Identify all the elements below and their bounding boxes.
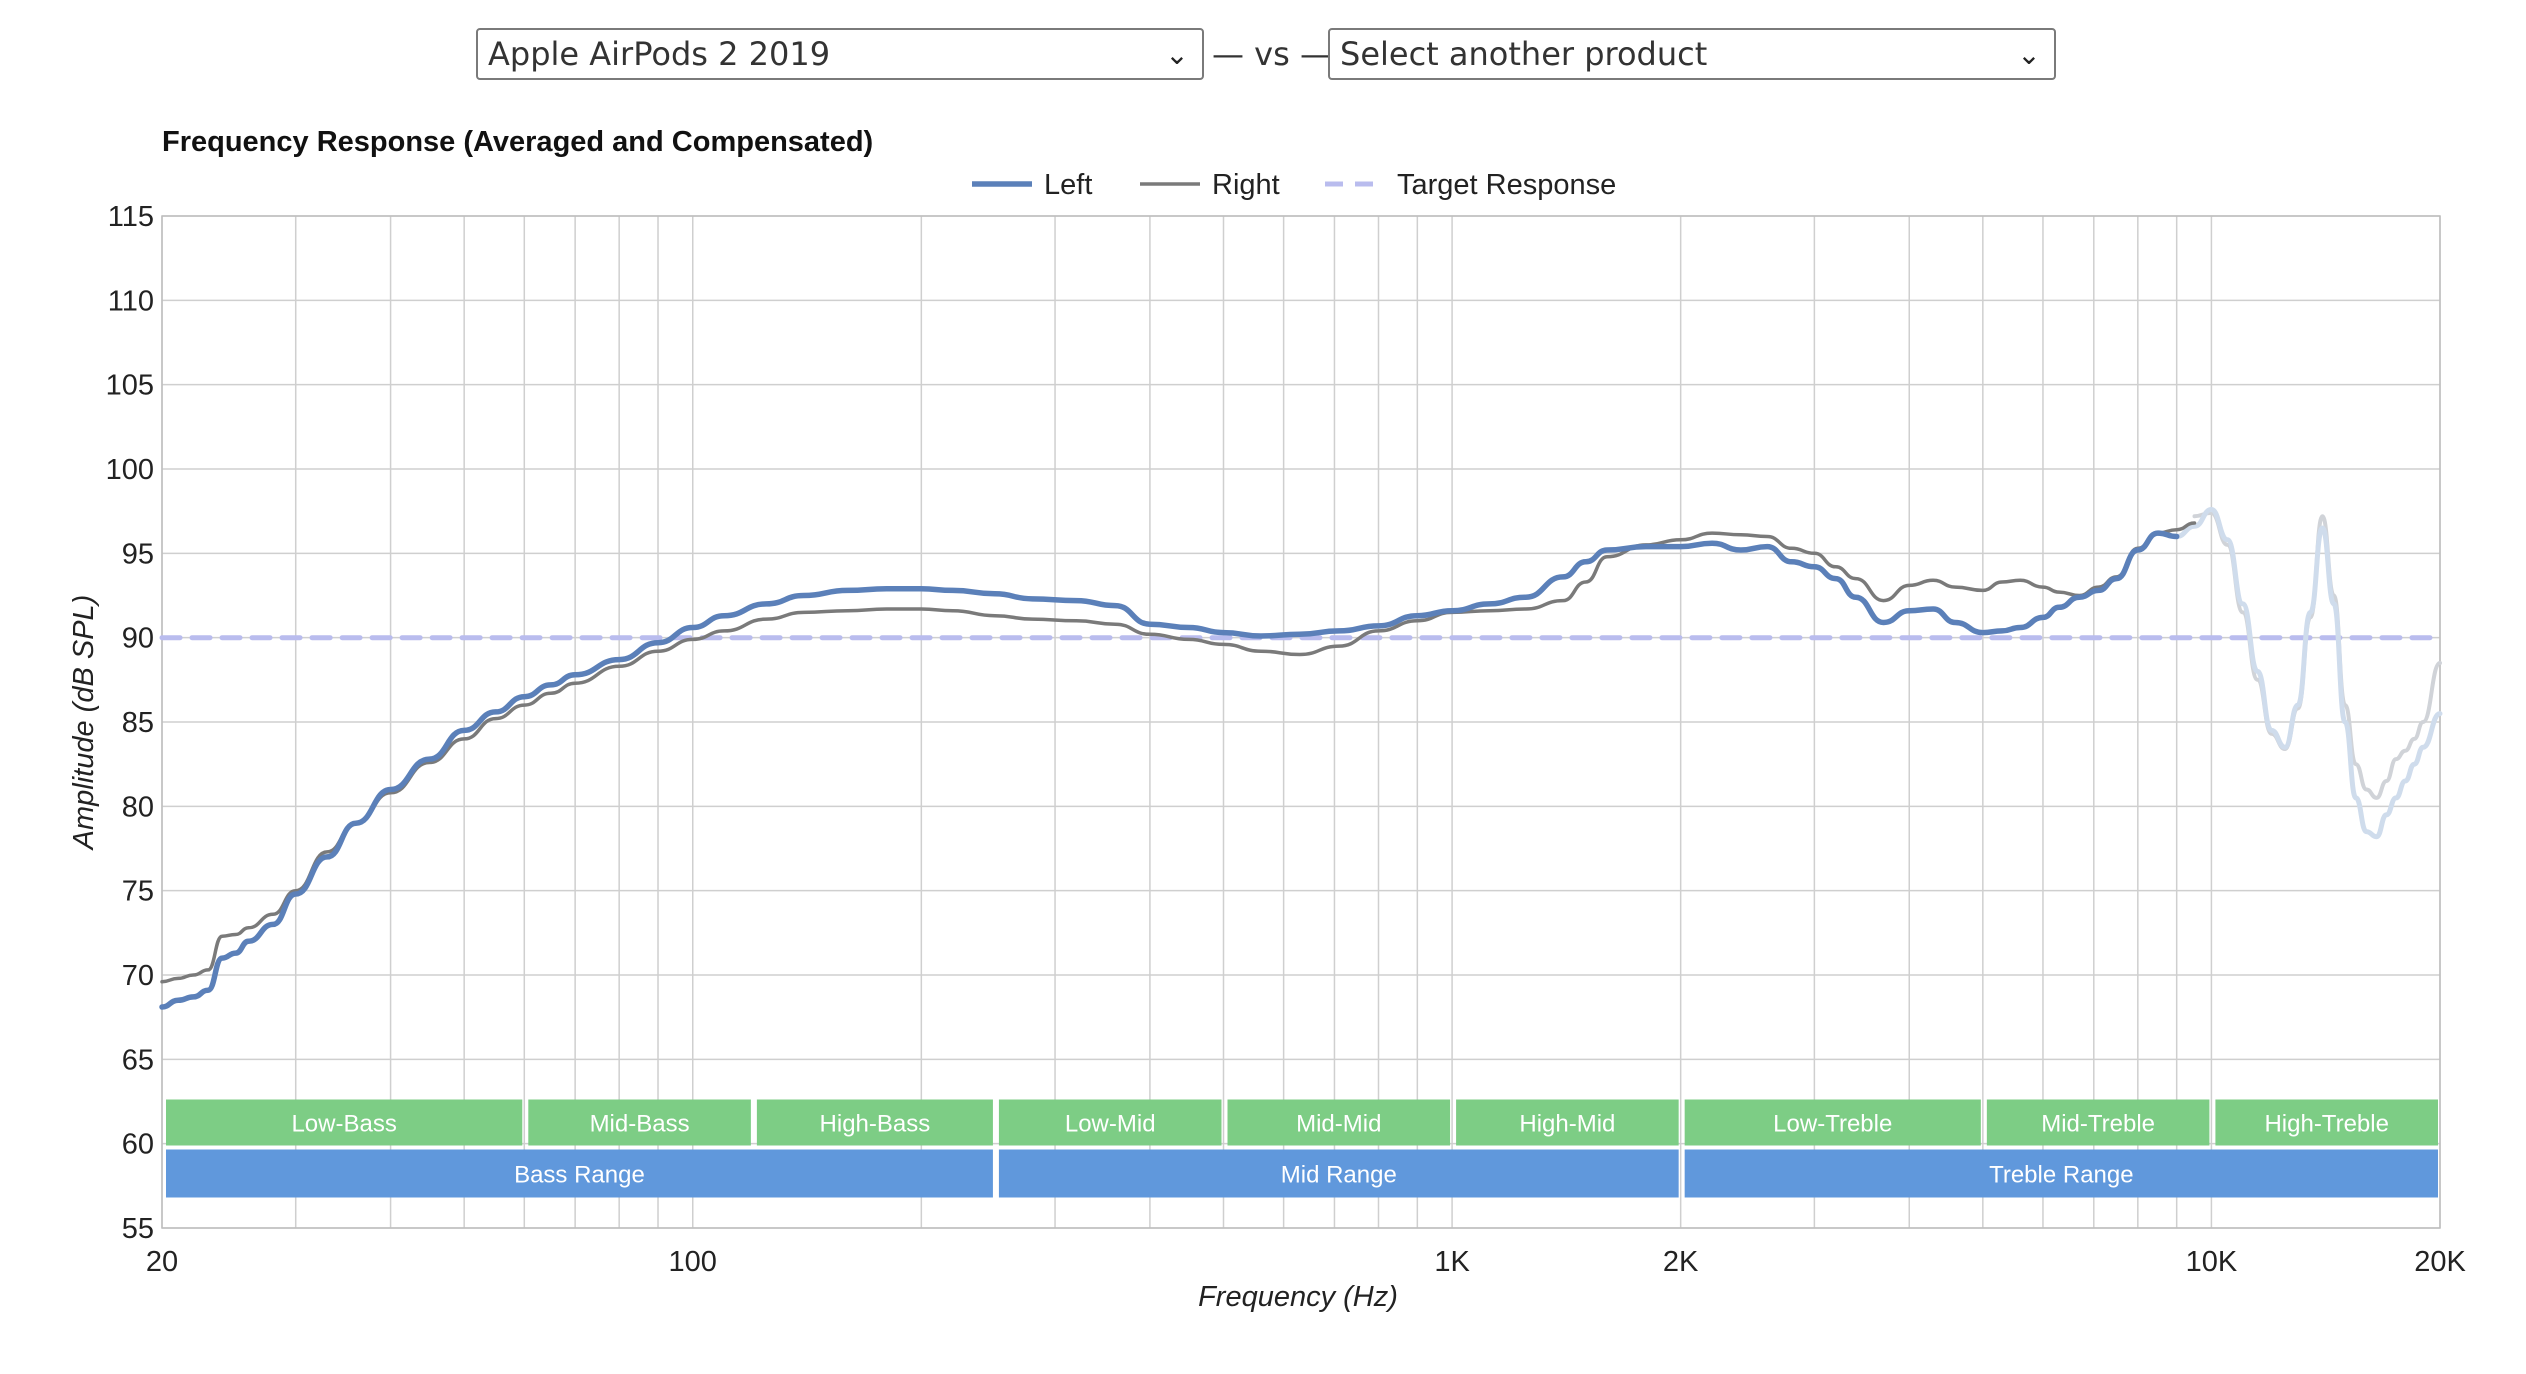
- y-tick-label: 105: [106, 370, 154, 402]
- range-band: [1684, 1099, 1981, 1146]
- range-band: [2215, 1099, 2438, 1146]
- range-band: [1986, 1099, 2210, 1146]
- range-band: [1456, 1099, 1679, 1146]
- range-band-label: Low-Bass: [291, 1111, 396, 1138]
- range-band-label: Mid-Mid: [1296, 1111, 1381, 1138]
- y-tick-label: 110: [108, 285, 154, 317]
- product-b-value: Select another product: [1340, 35, 1708, 73]
- chart-legend: Left Right Target Response: [972, 169, 1616, 201]
- legend-label-target: Target Response: [1397, 169, 1616, 201]
- legend-label-right: Right: [1212, 169, 1280, 201]
- y-tick-label: 95: [122, 538, 154, 570]
- range-group-label: Bass Range: [514, 1162, 645, 1189]
- y-tick-label: 65: [122, 1044, 154, 1076]
- product-a-value: Apple AirPods 2 2019: [488, 35, 831, 73]
- product-selector-bar: Apple AirPods 2 2019 ⌄ — vs — Select ano…: [0, 0, 2526, 100]
- range-bands: Low-Bass Mid-Bass High-Bass Low-Mid Mid-Mid H…: [166, 1099, 2438, 1198]
- range-band: [998, 1099, 1222, 1146]
- series-line-right: [160, 521, 2197, 984]
- x-tick-label: 10K: [2186, 1246, 2238, 1278]
- range-band-label: Mid-Treble: [2041, 1111, 2155, 1138]
- range-band: [528, 1099, 751, 1146]
- chart-grid: [161, 215, 2441, 1229]
- plot-frame: [161, 215, 2441, 1229]
- legend-label-left: Left: [1044, 169, 1092, 201]
- range-band-label: High-Treble: [2264, 1111, 2389, 1138]
- range-group-label: Mid Range: [1281, 1162, 1397, 1189]
- range-band-label: High-Bass: [820, 1111, 931, 1138]
- series-line-left: [159, 530, 2180, 1010]
- range-band: [1227, 1099, 1451, 1146]
- range-band-label: High-Mid: [1519, 1111, 1615, 1138]
- range-group: [1684, 1149, 2438, 1198]
- chart-lines: [159, 507, 2443, 1010]
- x-tick-label: 100: [669, 1246, 717, 1278]
- x-tick-label: 1K: [1434, 1246, 1470, 1278]
- y-tick-label: 70: [122, 960, 154, 992]
- vs-separator: — vs —: [1212, 35, 1332, 73]
- y-tick-label: 85: [122, 707, 154, 739]
- range-band-label: Low-Mid: [1065, 1111, 1156, 1138]
- product-a-select[interactable]: Apple AirPods 2 2019 ⌄: [476, 28, 1204, 80]
- y-axis-label: Amplitude (dB SPL): [68, 595, 100, 852]
- chevron-down-icon: ⌄: [1165, 37, 1189, 71]
- x-tick-label: 20: [146, 1246, 178, 1278]
- y-tick-label: 75: [122, 876, 154, 908]
- y-tick-label: 90: [122, 623, 154, 655]
- y-tick-label: 115: [108, 201, 154, 233]
- chevron-down-icon: ⌄: [2017, 37, 2041, 71]
- chart-axes: 55 60 65 70 75 80 85 90 95 100 105 110 115 20 100 1K 2K 1…: [106, 201, 2467, 1278]
- range-group: [998, 1149, 1679, 1198]
- range-group: [166, 1149, 993, 1198]
- y-tick-label: 100: [106, 454, 154, 486]
- x-axis-label: Frequency (Hz): [1198, 1281, 1398, 1313]
- y-tick-label: 80: [122, 791, 154, 823]
- range-band-label: Low-Treble: [1773, 1111, 1892, 1138]
- range-band: [166, 1099, 523, 1146]
- product-b-select[interactable]: Select another product ⌄: [1328, 28, 2056, 80]
- y-tick-label: 60: [122, 1129, 154, 1161]
- x-tick-label: 2K: [1663, 1246, 1699, 1278]
- x-tick-label: 20K: [2414, 1246, 2466, 1278]
- range-band: [756, 1099, 993, 1146]
- chart-title: Frequency Response (Averaged and Compens…: [162, 126, 873, 158]
- range-band-label: Mid-Bass: [590, 1111, 690, 1138]
- range-group-label: Treble Range: [1989, 1162, 2134, 1189]
- y-tick-label: 55: [122, 1213, 154, 1245]
- series-line-left-faded: [2174, 507, 2443, 840]
